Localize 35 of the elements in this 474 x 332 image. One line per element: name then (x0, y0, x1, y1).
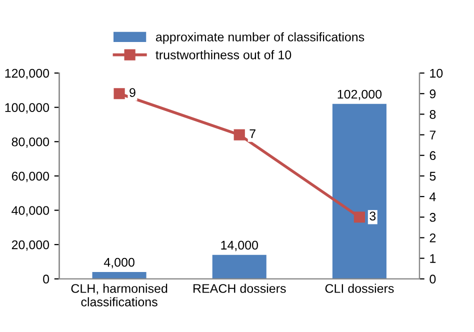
y2-tick-label: 5 (430, 172, 436, 181)
point (114, 88, 125, 100)
legend-label: approximate number of classifications (156, 32, 364, 44)
x-tick-label: CLI dossiers (325, 284, 394, 293)
text: 9 (130, 88, 136, 97)
text: 102,000 (338, 90, 382, 100)
y2-tick-label: 7 (430, 130, 436, 140)
y-tick-label: 100,000 (5, 103, 50, 114)
y2-tick-label: 10 (430, 68, 443, 78)
x-tick-label: REACH dossiers (194, 284, 286, 293)
text: 4,000 (104, 258, 134, 268)
text: 3 (370, 212, 376, 220)
y2-tick-label: 8 (430, 110, 436, 119)
y-tick-label: 40,000 (12, 206, 50, 216)
x-tick-label: CLH, harmonised classifications (71, 284, 168, 306)
y2-tick-label: 0 (430, 274, 436, 284)
y2-tick-label: 9 (430, 89, 436, 98)
y-tick-label: 60,000 (12, 172, 50, 182)
y2-tick-label: 4 (430, 192, 436, 202)
text: 14,000 (221, 240, 258, 252)
bar (332, 104, 386, 279)
y-tick-label: 120,000 (5, 68, 50, 80)
bar (92, 272, 146, 279)
point (234, 129, 245, 140)
point (354, 212, 366, 223)
legend-label: trustworthiness out of 10 (156, 50, 292, 60)
y-tick-label: 80,000 (12, 137, 50, 148)
bar (212, 254, 266, 279)
y2-tick-label: 6 (430, 151, 436, 160)
text: 7 (250, 129, 256, 138)
y2-tick-label: 1 (430, 254, 436, 263)
y-tick-label: 20,000 (12, 240, 50, 251)
y2-tick-label: 2 (430, 234, 436, 242)
y-tick-label: 0 (43, 274, 50, 284)
y2-tick-label: 3 (430, 212, 436, 222)
